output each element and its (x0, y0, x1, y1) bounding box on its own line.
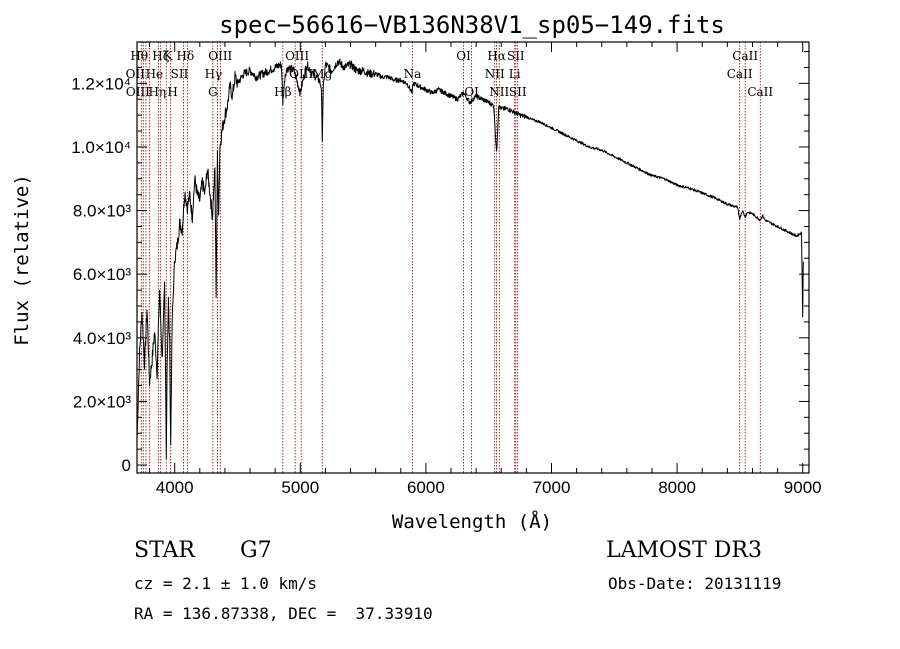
spectrum-plot: spec−56616−VB136N38V1_sp05−149.fits Hθ OI… (11, 11, 822, 533)
line-label: Hη (148, 85, 166, 99)
y-tick-label: 0 (122, 456, 131, 475)
line-label: CaII (747, 85, 773, 99)
spectral-subclass: G7 (240, 538, 272, 563)
plot-frame (136, 41, 810, 474)
x-tick-label: 5000 (281, 478, 319, 497)
axis-ticks: 4000 5000 6000 7000 8000 9000 0 2.0×10³ 4.0×10³ 6… (71, 42, 822, 497)
x-tick-label: 8000 (658, 478, 696, 497)
line-label: SII (507, 49, 525, 63)
line-label: OII (126, 67, 146, 81)
flux-line (136, 58, 804, 460)
redshift-readout: cz = 2.1 ± 1.0 km/s (134, 574, 318, 593)
line-label: Mg (312, 67, 332, 81)
coordinates: RA = 136.87338, DEC = 37.33910 (134, 604, 433, 623)
line-label: SII (509, 85, 527, 99)
line-label: Li (509, 67, 521, 81)
y-tick-label: 1.0×10⁴ (71, 138, 131, 157)
line-label: CaII (732, 49, 758, 63)
observation-date: Obs-Date: 20131119 (608, 574, 782, 593)
line-label: OIII (208, 49, 232, 63)
line-label: SII (171, 67, 189, 81)
flux-series (136, 58, 804, 460)
object-class: STAR (134, 538, 195, 563)
line-label: NII (489, 85, 509, 99)
line-label: CaII (727, 67, 753, 81)
y-tick-label: 2.0×10³ (73, 392, 131, 411)
y-tick-label: 4.0×10³ (73, 329, 131, 348)
y-tick-label: 6.0×10³ (73, 265, 131, 284)
line-label: OIII (126, 85, 150, 99)
y-tick-label: 8.0×10³ (73, 202, 131, 221)
line-label: OIII (285, 49, 309, 63)
line-label: Hζ (152, 49, 169, 63)
line-label: G (208, 85, 218, 99)
line-label: OI (456, 49, 471, 63)
survey-name: LAMOST DR3 (606, 538, 762, 563)
x-tick-label: 6000 (407, 478, 445, 497)
y-tick-label: 1.2×10⁴ (71, 74, 131, 93)
x-tick-label: 7000 (533, 478, 571, 497)
line-label: He (146, 67, 164, 81)
x-axis-label: Wavelength (Å) (392, 510, 552, 533)
line-label: Hγ (205, 67, 223, 81)
line-label: Hθ (130, 49, 148, 63)
x-tick-label: 9000 (784, 478, 822, 497)
line-label: Hα (487, 49, 506, 63)
line-label: H (167, 85, 177, 99)
line-label: OI (464, 85, 479, 99)
chart-title: spec−56616−VB136N38V1_sp05−149.fits (219, 11, 725, 39)
y-axis-label: Flux (relative) (11, 174, 33, 346)
line-label: NII (485, 67, 505, 81)
x-tick-label: 4000 (156, 478, 194, 497)
line-label: K (164, 49, 174, 63)
line-label: Na (404, 67, 422, 81)
line-label: Hδ (177, 49, 195, 63)
